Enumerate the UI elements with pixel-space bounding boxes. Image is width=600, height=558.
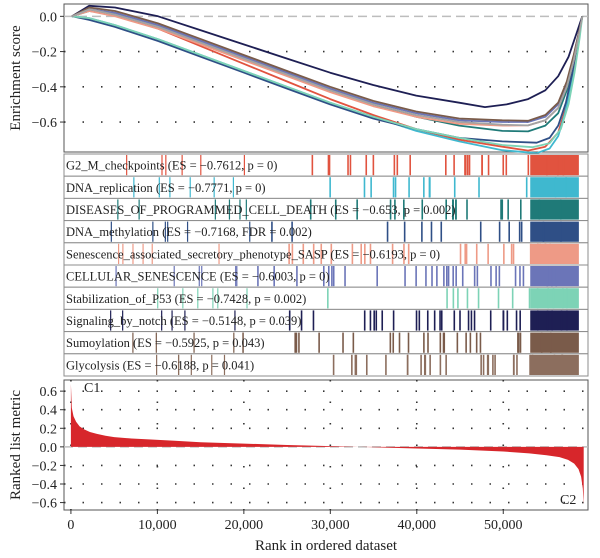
hit-dense-block [530, 221, 579, 242]
x-axis-label: Rank in ordered dataset [255, 538, 398, 554]
y-tick-label: 0.2 [40, 422, 58, 437]
hit-dense-block [530, 243, 579, 264]
y-tick-label: 0.0 [40, 441, 58, 456]
hit-row: DNA_methylation (ES = −0.7168, FDR = 0.0… [63, 220, 589, 244]
ranked-list-area [70, 383, 584, 505]
x-tick-label: 40,000 [398, 518, 437, 533]
hit-row: Signaling_by_notch (ES = −0.5148, p = 0.… [63, 308, 589, 333]
enrichment-plot-frame [63, 3, 589, 153]
hit-row: G2_M_checkpoints (ES = −0.7612, p = 0) [63, 153, 589, 177]
gene-set-label: CELLULAR_SENESCENCE (ES = −0.6003, p = 0… [66, 270, 330, 284]
enrichment-y-axis-label: Enrichment score [8, 25, 24, 131]
y-tick-label: 0.6 [40, 385, 58, 400]
ranked-list-x-ticks: 0 10,000 20,000 30,000 40,000 50,000 [67, 510, 523, 533]
gene-set-hits-panel: G2_M_checkpoints (ES = −0.7612, p = 0) DN… [63, 153, 589, 377]
hit-dense-block [530, 177, 579, 198]
hit-dense-block [530, 155, 579, 176]
es-line-sumoylation [71, 6, 584, 122]
hit-dense-block [530, 199, 579, 220]
hit-row: Sumoylation (ES = −0.5925, p = 0.043) [63, 331, 589, 355]
y-tick-label: −0.2 [32, 459, 57, 474]
gene-set-label: Senescence_associated_secretory_phenotyp… [66, 247, 440, 261]
gene-set-label: DNA_methylation (ES = −0.7168, FDR = 0.0… [66, 225, 312, 239]
hit-row: Glycolysis (ES = −0.6188, p = 0.041) [63, 353, 589, 377]
enrichment-lines [71, 4, 584, 155]
hit-dense-block [530, 332, 579, 353]
gene-set-label: DNA_replication (ES = −0.7771, p = 0) [66, 181, 266, 195]
hit-dense-block [530, 266, 579, 287]
es-line-glycolysis [71, 8, 584, 127]
y-tick-label: 0.0 [40, 10, 58, 25]
y-tick-label: −0.2 [32, 46, 57, 61]
y-tick-label: 0.4 [40, 404, 58, 419]
x-tick-label: 30,000 [311, 518, 350, 533]
x-tick-label: 20,000 [225, 518, 264, 533]
hit-row: DISEASES_OF_PROGRAMMED_CELL_DEATH (ES = … [63, 197, 589, 222]
x-tick-label: 0 [67, 518, 74, 533]
es-line-signaling-by-notch [71, 4, 584, 108]
hit-row-frame [63, 353, 589, 377]
ranked-list-y-ticks: 0.6 0.4 0.2 0.0 −0.2 −0.4 −0.6 [32, 385, 64, 512]
gene-set-label: Sumoylation (ES = −0.5925, p = 0.043) [66, 336, 265, 350]
ranked-list-panel: 0.6 0.4 0.2 0.0 −0.2 −0.4 −0.6 0 10,000 20,000 30… [8, 379, 589, 554]
enrichment-score-panel: 0.0 −0.2 −0.4 −0.6 Enrichment score [8, 3, 589, 155]
x-tick-label: 50,000 [484, 518, 523, 533]
annotation-c2: C2 [560, 493, 576, 508]
y-tick-label: −0.6 [32, 497, 57, 512]
es-line-stabilization-of-p53 [71, 15, 584, 149]
hit-row: CELLULAR_SENESCENCE (ES = −0.6003, p = 0… [63, 264, 589, 288]
hit-row: Senescence_associated_secretory_phenotyp… [63, 242, 589, 266]
y-tick-label: −0.4 [32, 81, 57, 96]
x-tick-label: 10,000 [138, 518, 177, 533]
hit-row: Stabilization_of_P53 (ES = −0.7428, p = … [63, 286, 589, 310]
y-tick-label: −0.4 [32, 478, 57, 493]
ranked-list-y-axis-label: Ranked list metric [8, 390, 24, 500]
y-tick-label: −0.6 [32, 116, 57, 131]
gene-set-label: Glycolysis (ES = −0.6188, p = 0.041) [66, 358, 254, 372]
enrichment-y-ticks: 0.0 −0.2 −0.4 −0.6 [32, 10, 64, 131]
gene-set-label: DISEASES_OF_PROGRAMMED_CELL_DEATH (ES = … [66, 203, 456, 217]
hit-row: DNA_replication (ES = −0.7771, p = 0) [63, 175, 589, 199]
gene-set-label: Signaling_by_notch (ES = −0.5148, p = 0.… [66, 314, 301, 328]
gene-set-label: G2_M_checkpoints (ES = −0.7612, p = 0) [66, 159, 277, 173]
gene-set-label: Stabilization_of_P53 (ES = −0.7428, p = … [66, 292, 306, 306]
annotation-c1: C1 [84, 381, 100, 396]
